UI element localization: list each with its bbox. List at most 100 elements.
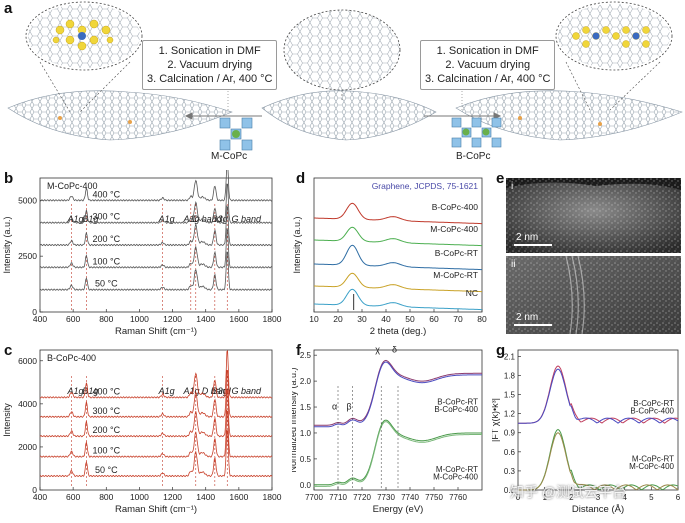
trace-label: 50 °C [95, 465, 118, 475]
y-axis-label: Intensity (a.u.) [292, 216, 302, 273]
exafs-trace [518, 432, 679, 491]
trace-label: B-CoPc-RT [435, 248, 478, 258]
x-axis-label: Raman Shift (cm⁻¹) [115, 504, 197, 515]
panel-letter-f: f [296, 342, 301, 359]
peak-label: B3g [212, 214, 228, 224]
arrow-right [424, 82, 502, 120]
panel-letter-d: d [296, 170, 306, 187]
raman-trace [39, 369, 273, 418]
m-copc-label: M-CoPc [211, 151, 248, 162]
trace-label: M-CoPc-RT [436, 465, 478, 474]
x-tick-label: 1000 [130, 314, 149, 324]
xrd-trace [314, 244, 482, 271]
y-axis-label: Intensity [2, 403, 12, 437]
process-step-3: 3. Calcination / Ar, 400 °C [147, 73, 273, 85]
y-tick-label: 1.8 [504, 371, 516, 380]
raman-trace [39, 183, 273, 224]
chart-title: Graphene, JCPDS, 75-1621 [372, 181, 479, 191]
x-axis-label: Raman Shift (cm⁻¹) [115, 326, 197, 337]
panel-letter-b: b [4, 170, 14, 187]
raman-trace [39, 430, 273, 478]
raman-trace [39, 409, 273, 458]
graphene-sheet-left [7, 90, 233, 141]
trace-label: 50 °C [95, 279, 118, 289]
trace-label: B-CoPc-RT [437, 397, 478, 406]
y-tick-label: 0.5 [300, 455, 312, 464]
process-box-left: 1. Sonication in DMF 2. Vacuum drying 3.… [142, 40, 278, 90]
raman-trace [39, 349, 273, 399]
x-tick-label: 80 [477, 314, 487, 324]
graphene-sheet-middle [261, 9, 437, 141]
panel-letter-c: c [4, 342, 13, 359]
y-tick-label: 1.5 [300, 403, 312, 412]
panel-a-schematic [7, 1, 683, 151]
x-tick-label: 0 [516, 493, 521, 502]
trace-label: NC [466, 288, 478, 298]
x-axis-label: Energy (eV) [373, 504, 424, 515]
x-tick-label: 1200 [163, 314, 182, 324]
y-tick-label: 1.2 [504, 410, 516, 419]
trace-label: 200 °C [92, 425, 120, 435]
process-step-2: 2. Vacuum drying [445, 59, 531, 71]
y-tick-label: 2.5 [300, 351, 312, 360]
trace-label: M-CoPc-RT [433, 270, 478, 280]
trace-label: M-CoPc-400 [430, 224, 478, 234]
chart-g-exafs: 0 1 2 3 4 5 6 Distance (Å) |FT χ(k)•k³| 0.0 0.3 0.6… [492, 349, 681, 515]
tem-scale-ii: 2 nm [516, 312, 539, 323]
trace-label: 400 °C [92, 189, 120, 199]
peak-label: D band [193, 214, 223, 224]
x-tick-label: 2 [569, 493, 574, 502]
x-tick-label: 1800 [263, 314, 282, 324]
trace-label: B-CoPc-400 [434, 405, 478, 414]
peak-label: B3g [212, 386, 228, 396]
x-tick-label: 400 [33, 492, 47, 502]
y-axis-label: |FT χ(k)•k³| [492, 398, 500, 442]
x-tick-label: 7760 [449, 493, 467, 502]
xanes-trace [314, 419, 482, 486]
process-box-right: 1. Sonication in DMF 2. Vacuum drying 3.… [420, 40, 556, 90]
xanes-trace [314, 361, 482, 428]
x-tick-label: 70 [453, 314, 463, 324]
x-tick-label: 7740 [401, 493, 419, 502]
tem-scale-i: 2 nm [516, 232, 539, 243]
y-tick-label: 2000 [18, 442, 37, 452]
x-tick-label: 600 [66, 492, 80, 502]
process-step-1: 1. Sonication in DMF [158, 45, 261, 57]
x-tick-label: 40 [381, 314, 391, 324]
peak-label: B1g [82, 386, 98, 396]
trace-label: M-CoPc-400 [433, 473, 478, 482]
peak-label: A1g [158, 214, 175, 224]
x-tick-label: 1 [542, 493, 547, 502]
x-tick-label: 1000 [130, 492, 149, 502]
x-tick-label: 5 [649, 493, 654, 502]
x-tick-label: 60 [429, 314, 439, 324]
x-tick-label: 1600 [229, 314, 248, 324]
chart-f-xanes: 7700 7710 7720 7730 7740 7750 7760 Energy (eV) N… [292, 345, 483, 515]
graphene-sheet-right [455, 1, 683, 141]
y-tick-label: 6000 [18, 356, 37, 366]
process-step-1: 1. Sonication in DMF [436, 45, 539, 57]
xrd-trace [314, 202, 482, 225]
x-tick-label: 50 [405, 314, 415, 324]
raman-trace [39, 205, 273, 247]
y-axis-label: Intensity (a.u.) [2, 216, 12, 273]
peak-label: A1g [66, 386, 83, 396]
plot-frame [313, 349, 483, 491]
y-tick-label: 0.3 [504, 467, 516, 476]
x-tick-label: 7710 [329, 493, 347, 502]
chart-b-raman: 400 600 800 1000 1200 1400 1600 1800 Raman Shift… [2, 170, 282, 337]
trace-label: B-CoPc-400 [432, 202, 479, 212]
x-tick-label: 7750 [425, 493, 443, 502]
raman-trace [39, 228, 273, 269]
y-tick-label: 2500 [18, 251, 37, 261]
panel-letter-e: e [496, 170, 505, 187]
x-tick-label: 7700 [305, 493, 323, 502]
x-tick-label: 600 [66, 314, 80, 324]
m-copc-icon [219, 117, 253, 151]
y-tick-label: 0 [32, 485, 37, 495]
panel-letter-g: g [496, 342, 506, 359]
peak-label: G band [232, 386, 263, 396]
trace-label: M-CoPc-RT [632, 454, 674, 463]
y-axis-label: Normalized Intensity (a.u.) [292, 367, 298, 472]
y-tick-label: 1.0 [300, 429, 312, 438]
